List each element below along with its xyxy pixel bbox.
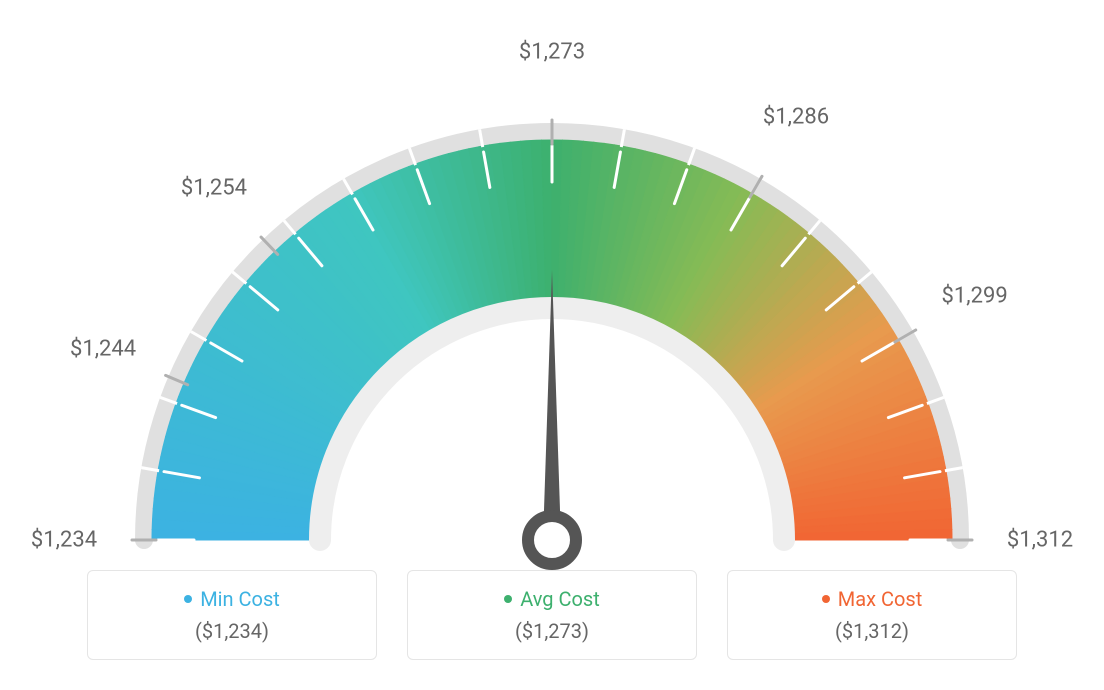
- max-cost-label: Max Cost: [838, 587, 923, 611]
- gauge-tick-label: $1,312: [1007, 528, 1073, 553]
- max-cost-title: Max Cost: [822, 587, 923, 611]
- max-cost-dot: [822, 595, 830, 603]
- min-cost-label: Min Cost: [200, 587, 280, 611]
- gauge-svg: [0, 20, 1104, 580]
- legend-row: Min Cost ($1,234) Avg Cost ($1,273) Max …: [0, 570, 1104, 660]
- gauge-tick-label: $1,254: [181, 176, 247, 201]
- gauge-tick-label: $1,234: [31, 528, 97, 553]
- avg-cost-value: ($1,273): [515, 619, 589, 643]
- max-cost-value: ($1,312): [835, 619, 909, 643]
- min-cost-card: Min Cost ($1,234): [87, 570, 377, 660]
- min-cost-title: Min Cost: [184, 587, 280, 611]
- gauge-tick-label: $1,244: [70, 336, 136, 361]
- gauge-tick-label: $1,273: [519, 40, 585, 65]
- avg-cost-dot: [504, 595, 512, 603]
- avg-cost-label: Avg Cost: [520, 587, 600, 611]
- gauge-tick-label: $1,299: [942, 284, 1008, 309]
- gauge-tick-label: $1,286: [763, 105, 829, 130]
- avg-cost-title: Avg Cost: [504, 587, 600, 611]
- cost-gauge: $1,234 $1,244 $1,254 $1,273 $1,286 $1,299 $1,3…: [0, 0, 1104, 560]
- min-cost-dot: [184, 595, 192, 603]
- avg-cost-card: Avg Cost ($1,273): [407, 570, 697, 660]
- max-cost-card: Max Cost ($1,312): [727, 570, 1017, 660]
- min-cost-value: ($1,234): [195, 619, 269, 643]
